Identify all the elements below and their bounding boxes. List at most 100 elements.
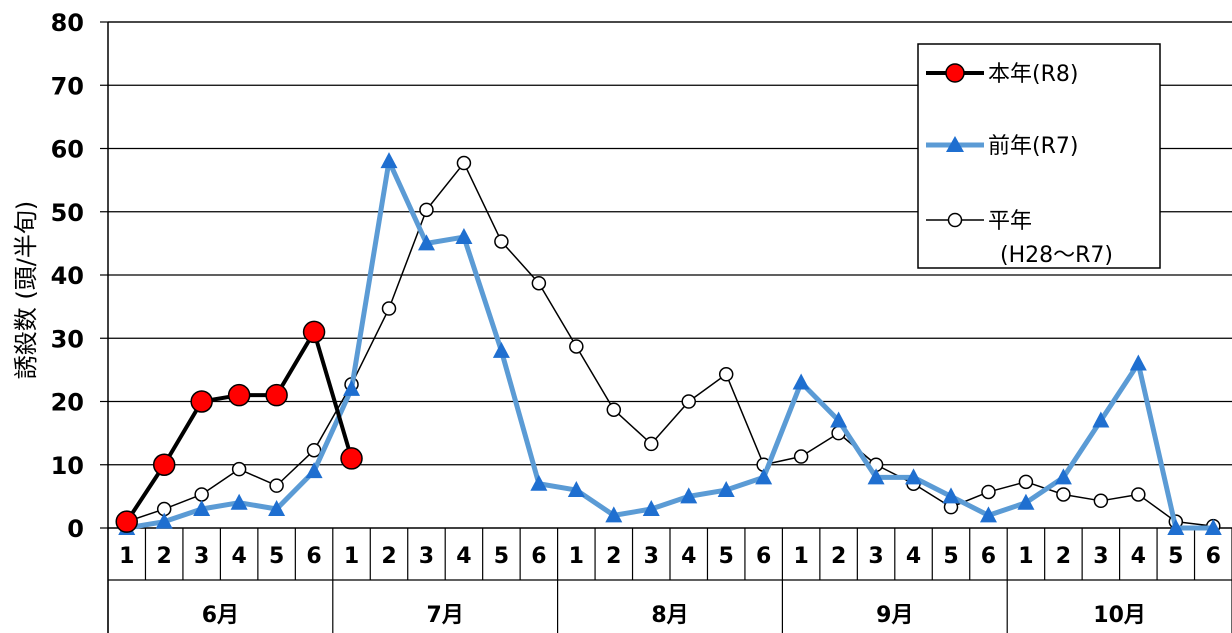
legend: 本年(R8) 前年(R7) 平年 (H28～R7) [917, 43, 1161, 269]
y-tick-10: 10 [51, 452, 84, 480]
legend-label-normal-years: (H28～R7) [1000, 243, 1113, 268]
point-previous-9 [455, 228, 473, 245]
point-current-4 [265, 383, 288, 407]
y-tick-labels: 0 10 20 30 40 50 60 70 80 [51, 9, 84, 543]
point-current-1 [152, 453, 176, 476]
x-tick-6月-2: 2 [157, 544, 172, 569]
y-tick-80: 80 [51, 9, 84, 37]
month-label: 6月 [202, 603, 239, 628]
legend-marker-current [945, 63, 965, 83]
point-normal-27 [1131, 487, 1146, 502]
point-previous-28 [1167, 519, 1185, 535]
point-previous-14 [642, 500, 660, 517]
point-previous-27 [1129, 354, 1147, 371]
point-normal-18 [793, 449, 809, 464]
point-previous-10 [492, 341, 510, 358]
x-tick-9月-2: 2 [831, 544, 846, 569]
point-previous-23 [979, 506, 997, 523]
x-tick-10月-5: 5 [1168, 544, 1183, 569]
point-previous-29 [1204, 519, 1222, 535]
point-normal-10 [494, 234, 509, 249]
month-label: 9月 [876, 603, 913, 628]
point-previous-22 [942, 487, 960, 504]
month-label: 8月 [651, 603, 688, 628]
y-tick-20: 20 [51, 389, 84, 417]
point-normal-8 [419, 202, 434, 218]
x-tick-9月-6: 6 [981, 544, 996, 569]
point-normal-2 [194, 487, 209, 502]
y-axis-label: 誘殺数 (頭/半旬) [12, 201, 40, 379]
point-previous-25 [1054, 468, 1072, 485]
point-previous-20 [867, 468, 885, 485]
legend-label-current: 本年(R8) [988, 62, 1078, 87]
x-tick-9月-4: 4 [906, 544, 921, 569]
point-previous-17 [755, 468, 773, 485]
point-normal-14 [644, 436, 659, 452]
point-previous-11 [530, 474, 548, 491]
point-current-3 [227, 383, 251, 407]
point-normal-16 [718, 367, 734, 382]
x-tick-6月-5: 5 [269, 544, 284, 569]
point-previous-2 [193, 500, 211, 517]
point-current-2 [190, 390, 213, 413]
point-normal-24 [1018, 474, 1034, 490]
point-previous-1 [155, 512, 173, 529]
x-tick-7月-4: 4 [456, 544, 471, 569]
y-tick-40: 40 [51, 262, 84, 290]
point-normal-23 [981, 484, 996, 500]
legend-marker-previous [946, 136, 964, 152]
point-previous-19 [830, 411, 848, 428]
point-previous-13 [605, 506, 623, 523]
point-current-6 [340, 447, 363, 470]
point-previous-16 [717, 481, 735, 498]
point-previous-12 [567, 481, 585, 498]
x-tick-6月-3: 3 [194, 544, 209, 569]
x-tick-10月-3: 3 [1093, 544, 1108, 569]
point-previous-3 [230, 493, 248, 510]
point-normal-5 [306, 442, 322, 458]
point-normal-3 [231, 461, 247, 477]
point-previous-5 [305, 462, 323, 479]
x-tick-9月-5: 5 [943, 544, 958, 569]
legend-marker-normal [947, 212, 963, 228]
point-previous-18 [792, 373, 810, 390]
point-normal-15 [681, 394, 696, 409]
point-previous-24 [1017, 493, 1035, 510]
point-previous-8 [417, 234, 435, 251]
y-tick-30: 30 [51, 325, 84, 353]
x-tick-7月-3: 3 [419, 544, 434, 569]
y-tick-60: 60 [51, 136, 84, 164]
x-tick-6月-1: 1 [119, 544, 134, 569]
point-previous-6 [343, 379, 361, 396]
x-tick-8月-1: 1 [569, 544, 584, 569]
x-tick-8月-3: 3 [644, 544, 659, 569]
point-previous-21 [905, 468, 923, 485]
legend-label-previous: 前年(R7) [988, 134, 1078, 159]
point-previous-26 [1092, 411, 1110, 428]
x-tick-10月-6: 6 [1206, 544, 1221, 569]
point-normal-13 [606, 402, 622, 417]
point-current-0 [115, 510, 138, 533]
point-normal-4 [269, 478, 284, 493]
point-previous-15 [680, 487, 698, 504]
x-tick-7月-2: 2 [381, 544, 396, 569]
legend-label-normal: 平年 [988, 209, 1032, 234]
x-tick-8月-6: 6 [756, 544, 771, 569]
x-tick-10月-4: 4 [1131, 544, 1146, 569]
x-tick-10月-1: 1 [1018, 544, 1033, 569]
y-tick-50: 50 [51, 199, 84, 227]
x-tick-8月-4: 4 [681, 544, 696, 569]
x-tick-6月-6: 6 [306, 544, 321, 569]
point-normal-9 [456, 155, 472, 171]
x-tick-7月-5: 5 [494, 544, 509, 569]
month-label: 7月 [427, 603, 464, 628]
x-tick-8月-2: 2 [606, 544, 621, 569]
point-normal-12 [569, 339, 584, 354]
point-normal-25 [1056, 487, 1071, 502]
series-group [115, 152, 1222, 535]
y-tick-70: 70 [51, 72, 84, 100]
x-tick-10月-2: 2 [1056, 544, 1071, 569]
x-tick-9月-1: 1 [793, 544, 808, 569]
x-tick-6月-4: 4 [231, 544, 246, 569]
